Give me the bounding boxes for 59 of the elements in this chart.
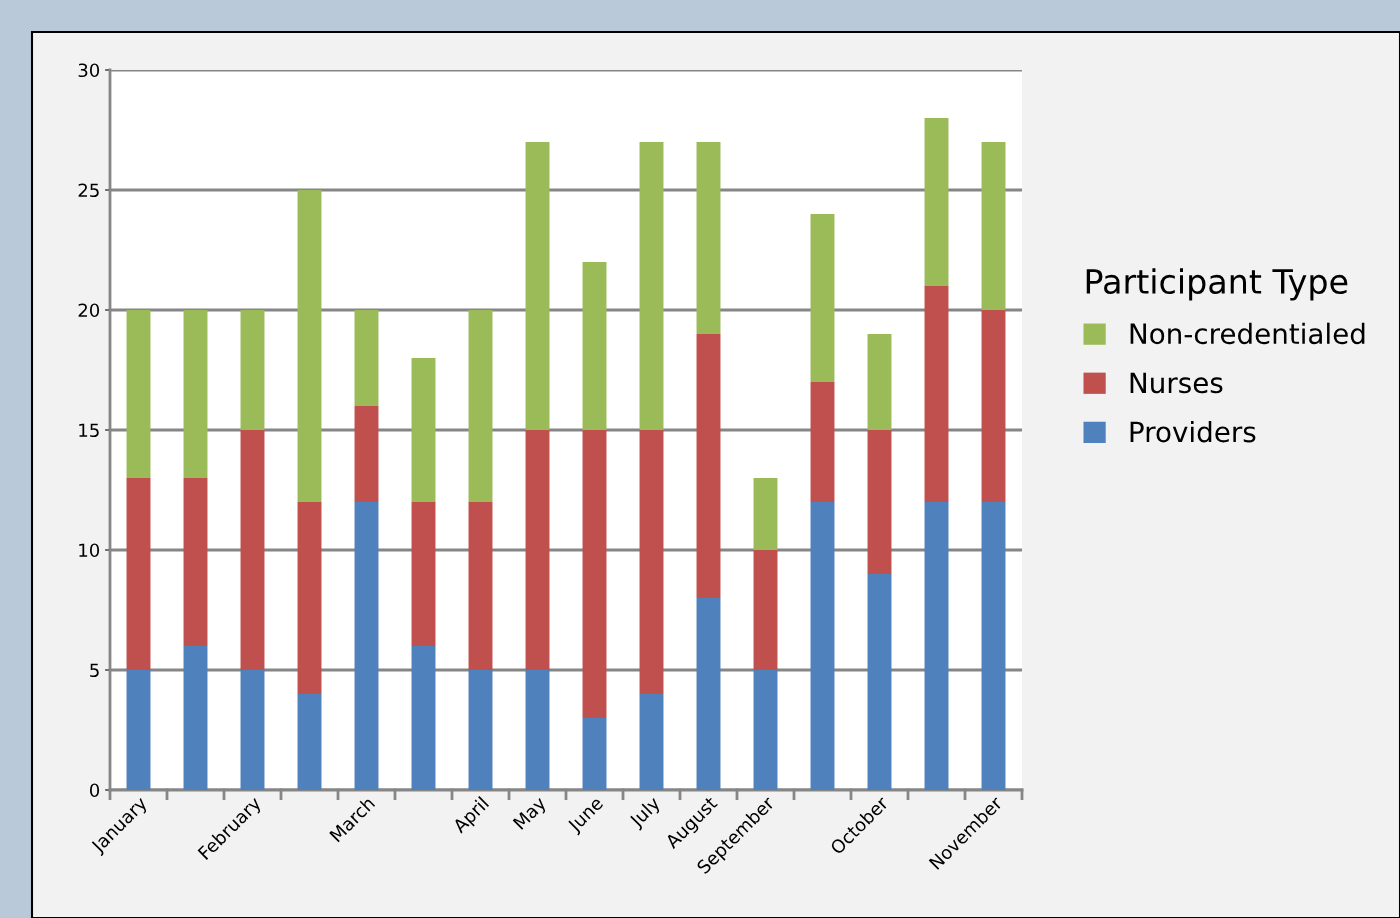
bar	[297, 694, 322, 790]
bar	[981, 502, 1006, 790]
bar	[867, 574, 892, 790]
y-tick-label: 0	[89, 783, 100, 798]
bar	[810, 502, 835, 790]
bar	[753, 478, 778, 550]
bar	[183, 310, 208, 478]
bar	[810, 214, 835, 382]
bar	[924, 286, 949, 502]
bar	[468, 310, 493, 502]
bar	[639, 430, 664, 694]
bar	[525, 430, 550, 670]
bar	[354, 310, 379, 406]
bar	[753, 670, 778, 790]
bar	[582, 430, 607, 718]
bar	[810, 382, 835, 502]
bar	[354, 406, 379, 502]
bar	[867, 334, 892, 430]
bar	[411, 646, 436, 790]
y-tick-label: 10	[79, 543, 100, 558]
bar	[411, 358, 436, 502]
bar	[183, 646, 208, 790]
y-tick-label: 5	[90, 663, 99, 678]
bar	[981, 142, 1006, 310]
y-tick-label: 15	[79, 423, 99, 438]
y-tick-label: 30	[78, 63, 100, 78]
bar	[981, 310, 1006, 502]
bar	[126, 478, 151, 670]
bar	[639, 142, 664, 430]
bar	[924, 502, 949, 790]
bar	[924, 118, 949, 286]
bar	[582, 718, 607, 790]
bar	[468, 502, 493, 670]
y-tick-label: 25	[78, 183, 99, 198]
bar	[354, 502, 379, 790]
legend-label: Providers	[1130, 420, 1256, 443]
legend-label: Non-credentialed	[1130, 322, 1365, 345]
legend-label: Nurses	[1130, 372, 1223, 394]
bar	[867, 430, 892, 574]
bar	[639, 694, 664, 790]
bar	[696, 598, 721, 790]
bar	[297, 502, 322, 694]
legend-title: Participant Type	[1086, 268, 1348, 301]
bar	[582, 262, 607, 430]
bar	[696, 334, 721, 598]
bar	[126, 670, 151, 790]
bar	[525, 670, 550, 790]
bar	[240, 670, 265, 790]
y-tick-label: 20	[78, 303, 100, 318]
bar	[753, 550, 778, 670]
bar	[183, 478, 208, 646]
bar	[696, 142, 721, 334]
bar	[240, 310, 265, 430]
bar	[411, 502, 436, 646]
bar	[297, 190, 322, 502]
bar	[126, 310, 151, 478]
bar	[525, 142, 550, 430]
bar	[468, 670, 493, 790]
bar	[240, 430, 265, 670]
